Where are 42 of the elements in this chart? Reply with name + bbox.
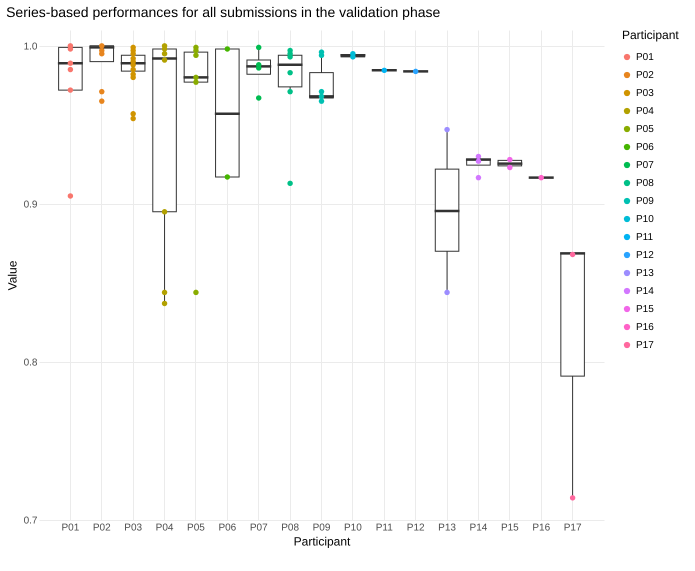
- legend-label: P02: [636, 70, 654, 81]
- x-tick-label: P06: [218, 522, 237, 534]
- legend-label: P17: [636, 340, 654, 351]
- legend-label: P05: [636, 124, 654, 135]
- x-tick-label: P02: [92, 522, 112, 534]
- legend-label: P10: [636, 214, 654, 225]
- legend-label: P08: [636, 178, 654, 189]
- legend-label: P11: [636, 232, 654, 243]
- legend-label: P14: [636, 286, 654, 297]
- x-tick-label: P15: [500, 522, 520, 534]
- legend-title: Participant: [622, 28, 680, 42]
- x-tick-label: P07: [250, 522, 268, 534]
- y-axis-title: Value: [6, 260, 20, 290]
- y-tick-label: 1.0: [24, 41, 38, 52]
- legend-label: P04: [636, 106, 654, 117]
- x-tick-label: P08: [281, 522, 300, 534]
- y-tick-label: 0.9: [24, 199, 38, 210]
- x-tick-label: P17: [564, 522, 582, 534]
- legend-label: P13: [636, 268, 654, 279]
- x-tick-label: P03: [124, 522, 142, 534]
- legend-label: P06: [636, 142, 654, 153]
- x-tick-label: P14: [470, 522, 488, 534]
- x-tick-label: P12: [406, 522, 425, 534]
- x-tick-label: P09: [312, 522, 331, 534]
- legend-label: P12: [636, 250, 654, 261]
- chart-title: Series-based performances for all submissions in the validation phase: [6, 4, 441, 20]
- legend-label: P16: [636, 322, 654, 333]
- legend-label: P07: [636, 160, 654, 171]
- x-tick-label: P05: [187, 522, 206, 534]
- x-axis-title: Participant: [294, 534, 352, 548]
- y-tick-label: 0.8: [24, 357, 38, 368]
- legend-label: P15: [636, 304, 654, 315]
- y-tick-label: 0.7: [24, 516, 38, 526]
- x-tick-label: P11: [376, 522, 394, 534]
- x-tick-label: P01: [61, 522, 80, 534]
- x-tick-label: P13: [438, 522, 456, 534]
- legend-label: P03: [636, 88, 654, 99]
- x-tick-label: P04: [156, 522, 174, 534]
- legend-label: P01: [636, 52, 654, 63]
- x-tick-label: P10: [344, 522, 362, 534]
- x-tick-label: P16: [532, 522, 551, 534]
- legend-label: P09: [636, 196, 654, 207]
